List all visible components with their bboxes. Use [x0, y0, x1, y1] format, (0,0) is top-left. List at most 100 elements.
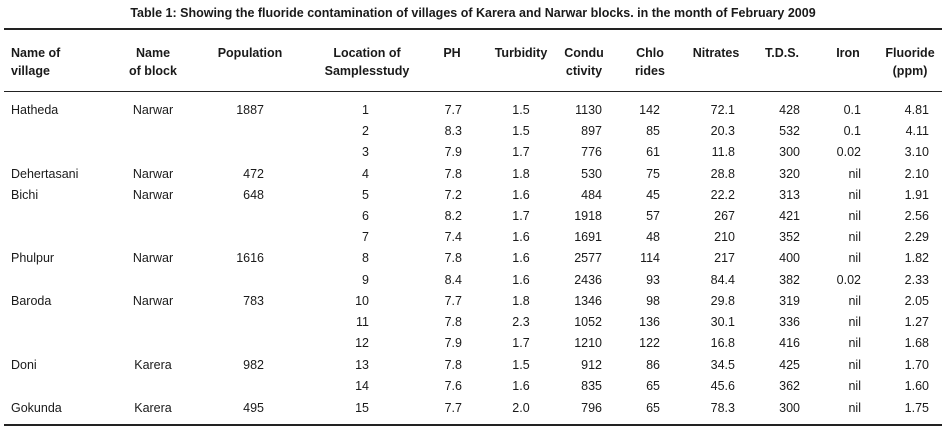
cell-location: 7 — [362, 230, 369, 244]
cell-ph: 7.7 — [444, 294, 462, 308]
cell-village: Phulpur — [11, 251, 55, 265]
cell-location: 15 — [355, 401, 369, 415]
cell-ph: 7.8 — [444, 251, 462, 265]
cell-block: Narwar — [132, 251, 174, 265]
cell-iron: nil — [848, 209, 861, 223]
cell-village: Doni — [11, 358, 37, 372]
cell-iron: nil — [848, 379, 861, 393]
cell-tds: 300 — [779, 145, 800, 159]
cell-nitrates: 30.1 — [710, 315, 735, 329]
cell-location: 10 — [355, 294, 369, 308]
cell-turbidity: 2.3 — [512, 315, 530, 329]
cell-ph: 7.9 — [444, 145, 462, 159]
cell-ph: 7.8 — [444, 315, 462, 329]
cell-chlorides: 48 — [646, 230, 660, 244]
cell-turbidity: 1.6 — [512, 273, 530, 287]
column-header-line: Turbidity — [494, 46, 548, 60]
cell-tds: 382 — [779, 273, 800, 287]
column-header-iron: Iron — [836, 44, 860, 62]
cell-chlorides: 57 — [646, 209, 660, 223]
cell-block: Narwar — [132, 103, 174, 117]
cell-conductivity: 2436 — [574, 273, 602, 287]
cell-ph: 7.6 — [444, 379, 462, 393]
column-header-line: Iron — [836, 46, 860, 60]
cell-population: 495 — [243, 401, 264, 415]
cell-village: Hatheda — [11, 103, 59, 117]
cell-fluoride: 2.29 — [904, 230, 929, 244]
cell-block: Karera — [134, 401, 172, 415]
cell-chlorides: 93 — [646, 273, 660, 287]
cell-location: 9 — [362, 273, 369, 287]
cell-tds: 421 — [779, 209, 800, 223]
cell-location: 6 — [362, 209, 369, 223]
cell-fluoride: 1.91 — [904, 188, 929, 202]
cell-nitrates: 22.2 — [710, 188, 735, 202]
cell-tds: 362 — [779, 379, 800, 393]
cell-fluoride: 2.10 — [904, 167, 929, 181]
cell-nitrates: 29.8 — [710, 294, 735, 308]
cell-ph: 7.8 — [444, 167, 462, 181]
cell-fluoride: 2.56 — [904, 209, 929, 223]
cell-iron: 0.02 — [836, 145, 861, 159]
cell-village: Gokunda — [11, 401, 62, 415]
cell-fluoride: 4.81 — [904, 103, 929, 117]
cell-location: 5 — [362, 188, 369, 202]
column-header-population: Population — [218, 44, 283, 62]
cell-iron: nil — [848, 315, 861, 329]
cell-tds: 532 — [779, 124, 800, 138]
cell-iron: nil — [848, 230, 861, 244]
column-header-line: (ppm) — [892, 64, 928, 78]
cell-fluoride: 3.10 — [904, 145, 929, 159]
cell-conductivity: 835 — [581, 379, 602, 393]
cell-chlorides: 45 — [646, 188, 660, 202]
cell-conductivity: 796 — [581, 401, 602, 415]
column-header-line: Condu — [564, 46, 604, 60]
column-header-block: Name of block — [129, 44, 177, 80]
cell-block: Narwar — [132, 167, 174, 181]
cell-tds: 400 — [779, 251, 800, 265]
cell-chlorides: 65 — [646, 401, 660, 415]
column-header-line: Nitrates — [692, 46, 740, 60]
cell-nitrates: 34.5 — [710, 358, 735, 372]
cell-nitrates: 20.3 — [710, 124, 735, 138]
cell-iron: nil — [848, 251, 861, 265]
cell-location: 1 — [362, 103, 369, 117]
cell-location: 13 — [355, 358, 369, 372]
column-header-line: Name of — [11, 46, 61, 60]
cell-nitrates: 28.8 — [710, 167, 735, 181]
cell-turbidity: 1.7 — [512, 145, 530, 159]
cell-turbidity: 1.5 — [512, 103, 530, 117]
cell-nitrates: 11.8 — [711, 145, 735, 159]
cell-ph: 7.8 — [444, 358, 462, 372]
header-rule — [4, 91, 942, 92]
cell-location: 2 — [362, 124, 369, 138]
cell-conductivity: 530 — [581, 167, 602, 181]
column-header-line: Name — [135, 46, 171, 60]
cell-nitrates: 45.6 — [710, 379, 735, 393]
cell-turbidity: 1.8 — [512, 294, 530, 308]
cell-fluoride: 1.82 — [904, 251, 929, 265]
cell-nitrates: 217 — [714, 251, 735, 265]
cell-chlorides: 122 — [639, 336, 660, 350]
cell-population: 472 — [243, 167, 264, 181]
cell-turbidity: 2.0 — [512, 401, 530, 415]
column-header-line: T.D.S. — [764, 46, 800, 60]
cell-population: 1616 — [236, 251, 264, 265]
cell-nitrates: 267 — [714, 209, 735, 223]
column-header-line: ctivity — [565, 64, 603, 78]
cell-iron: nil — [848, 401, 861, 415]
cell-fluoride: 1.68 — [904, 336, 929, 350]
cell-iron: nil — [848, 188, 861, 202]
column-header-line: PH — [443, 46, 461, 60]
cell-village: Baroda — [11, 294, 52, 308]
cell-block: Narwar — [132, 294, 174, 308]
cell-chlorides: 75 — [646, 167, 660, 181]
bottom-rule — [4, 424, 942, 426]
column-header-line: Fluoride — [885, 46, 935, 60]
column-header-nitrates: Nitrates — [693, 44, 740, 62]
cell-nitrates: 78.3 — [710, 401, 735, 415]
cell-conductivity: 897 — [581, 124, 602, 138]
cell-tds: 352 — [779, 230, 800, 244]
cell-location: 14 — [355, 379, 369, 393]
cell-turbidity: 1.6 — [512, 188, 530, 202]
